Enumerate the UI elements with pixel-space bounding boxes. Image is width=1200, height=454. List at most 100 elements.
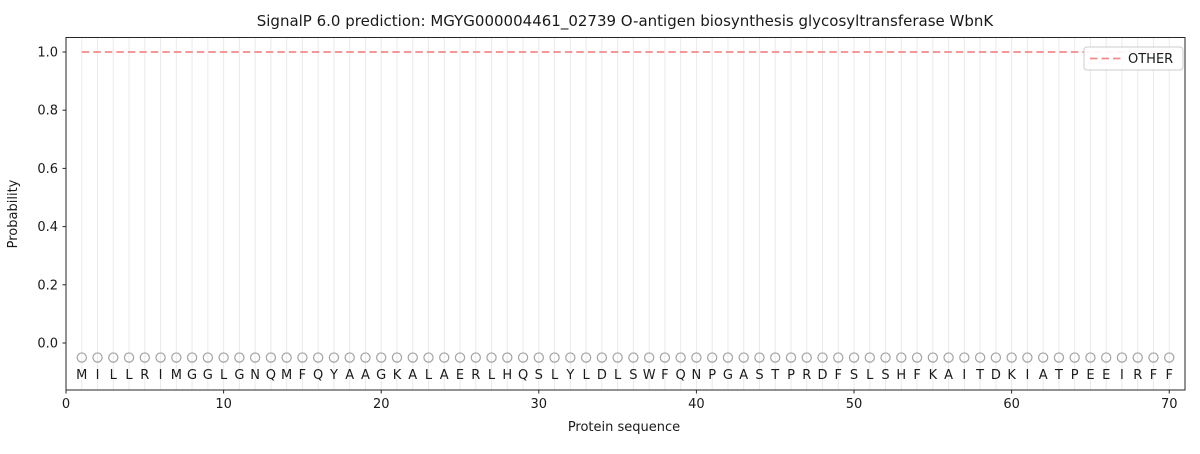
- y-tick-label: 1.0: [37, 46, 58, 61]
- residue-letter: A: [345, 368, 354, 383]
- residue-letter: A: [944, 368, 953, 383]
- residue-letter: K: [929, 368, 938, 383]
- legend-label: OTHER: [1128, 52, 1173, 67]
- residue-marker: [328, 352, 340, 363]
- residue-letter: P: [1071, 368, 1079, 383]
- x-tick-label: 70: [1161, 397, 1178, 412]
- residue-letter: Q: [313, 368, 323, 383]
- residue-marker: [155, 352, 166, 363]
- residue-marker: [1116, 352, 1128, 363]
- residue-marker: [1022, 352, 1033, 363]
- residue-marker: [1085, 352, 1096, 363]
- residue-marker: [502, 352, 513, 363]
- y-tick-label: 0.0: [37, 337, 58, 352]
- residue-marker: [297, 352, 308, 363]
- residue-marker: [123, 352, 135, 363]
- residue-letter: K: [393, 368, 402, 383]
- residue-letter: M: [171, 368, 182, 383]
- x-tick-label: 20: [373, 397, 390, 412]
- residue-markers: [76, 352, 1175, 363]
- x-tick-label: 40: [688, 397, 705, 412]
- residue-letter: S: [629, 368, 637, 383]
- residue-marker: [675, 352, 686, 363]
- residue-marker: [911, 352, 923, 363]
- residue-letter: L: [551, 368, 559, 383]
- residue-letter: E: [456, 368, 464, 383]
- residue-marker: [1006, 352, 1017, 363]
- residue-marker: [722, 352, 734, 363]
- residue-letter: L: [614, 368, 622, 383]
- residue-letter: Q: [266, 368, 276, 383]
- residue-letter: I: [96, 368, 100, 383]
- residue-marker: [549, 352, 560, 363]
- residue-letter: G: [203, 368, 213, 383]
- residue-marker: [1053, 352, 1065, 363]
- residue-marker: [202, 352, 214, 363]
- residue-letter: F: [1150, 368, 1157, 383]
- y-axis-ticks: 0.0 0.2 0.4 0.6 0.8 1.0: [37, 46, 66, 352]
- residue-letter: Y: [565, 368, 574, 383]
- y-axis-label: Probability: [6, 179, 21, 248]
- residue-marker: [959, 352, 970, 363]
- residue-marker: [234, 352, 245, 363]
- residue-letter: A: [739, 368, 748, 383]
- residue-marker: [139, 352, 151, 363]
- residue-letter: L: [125, 368, 133, 383]
- plot-border: [65, 37, 1186, 391]
- residue-marker: [927, 352, 939, 363]
- residue-marker: [312, 352, 324, 363]
- y-tick-label: 0.4: [37, 220, 58, 235]
- residue-marker: [864, 352, 875, 363]
- residue-letter: P: [787, 368, 795, 383]
- residue-letter: I: [1120, 368, 1124, 383]
- residue-marker: [171, 352, 182, 363]
- y-tick-label: 0.8: [37, 104, 58, 119]
- residue-letter: L: [582, 368, 590, 383]
- residue-marker: [691, 352, 702, 363]
- x-tick-label: 60: [1003, 397, 1020, 412]
- residue-letter: F: [661, 368, 668, 383]
- x-axis-label: Protein sequence: [568, 420, 680, 435]
- legend-box: [1083, 46, 1184, 71]
- residue-marker: [218, 352, 229, 363]
- residue-marker: [848, 352, 860, 363]
- residue-marker: [76, 352, 87, 363]
- residue-marker: [470, 352, 481, 363]
- residue-marker: [706, 352, 718, 363]
- residue-marker: [454, 352, 466, 363]
- x-tick-label: 50: [846, 397, 863, 412]
- residue-letter: G: [234, 368, 244, 383]
- residue-marker: [738, 352, 749, 363]
- residue-letter: Y: [329, 368, 338, 383]
- residue-letter: A: [361, 368, 370, 383]
- residue-letter: Q: [518, 368, 528, 383]
- residue-letter: D: [817, 368, 827, 383]
- residue-marker: [880, 352, 891, 363]
- residue-marker: [596, 352, 608, 363]
- gridlines: [81, 37, 1170, 390]
- residue-marker: [92, 352, 103, 363]
- residue-marker: [407, 352, 418, 363]
- residue-marker: [1132, 352, 1143, 363]
- residue-letter: R: [1133, 368, 1142, 383]
- residue-letter: S: [881, 368, 889, 383]
- residue-marker: [533, 352, 545, 363]
- residue-marker: [1069, 352, 1080, 363]
- residue-letter: F: [835, 368, 842, 383]
- residue-letter: I: [962, 368, 966, 383]
- residue-marker: [249, 352, 261, 363]
- residue-letter: G: [376, 368, 386, 383]
- residue-letter: F: [299, 368, 306, 383]
- residue-letter: T: [1054, 368, 1063, 383]
- residue-marker: [643, 352, 655, 363]
- y-tick-label: 0.2: [37, 278, 58, 293]
- residue-letter: D: [991, 368, 1001, 383]
- x-axis-ticks: 0 10 20 30 40 50 60 70: [62, 390, 1178, 412]
- residue-marker: [817, 352, 828, 363]
- residue-letter: L: [220, 368, 228, 383]
- residue-letter: S: [755, 368, 763, 383]
- residue-marker: [281, 352, 292, 363]
